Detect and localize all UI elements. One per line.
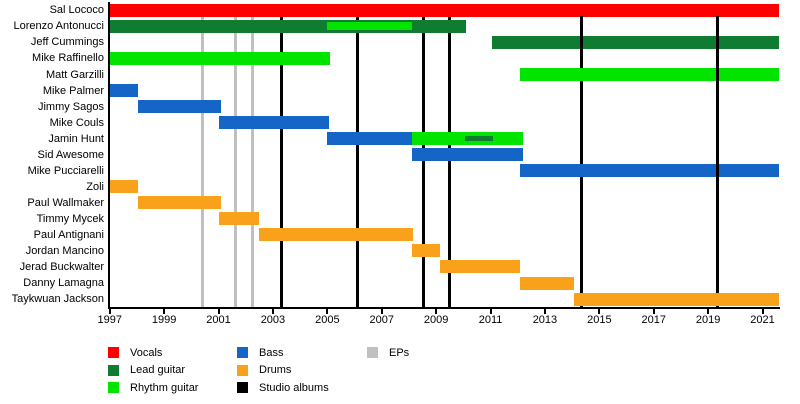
axis-tick (163, 309, 166, 314)
bar-drums (520, 276, 574, 290)
ep-line (251, 16, 255, 307)
axis-tick (543, 309, 546, 314)
ep-line (234, 16, 238, 307)
year-label: 2001 (206, 314, 231, 326)
year-label: 2011 (478, 314, 503, 326)
overlay-bar-lead-guitar (464, 135, 494, 141)
bar-bass (327, 131, 412, 145)
y-axis-line (108, 2, 110, 308)
axis-tick (380, 309, 383, 314)
member-label: Matt Garzilli (45, 68, 104, 81)
axis-tick (217, 309, 220, 314)
bar-bass (520, 164, 779, 178)
legend-swatch-bass (237, 347, 248, 358)
legend-label: Studio albums (259, 381, 329, 394)
year-label: 2003 (260, 314, 286, 326)
year-label: 2005 (315, 314, 340, 326)
legend-label: Drums (259, 364, 292, 377)
member-label: Paul Antignani (33, 229, 104, 242)
legend-swatch-vocals (108, 347, 119, 358)
year-label: 2019 (695, 314, 721, 326)
member-label: Mike Palmer (42, 84, 104, 97)
year-label: 2009 (423, 314, 449, 326)
axis-tick (707, 309, 710, 314)
member-label: Timmy Mycek (36, 213, 104, 226)
member-label: Taykwuan Jackson (11, 293, 104, 306)
album-line (580, 16, 584, 307)
axis-tick (108, 309, 111, 314)
legend-swatch-studio-albums (237, 382, 248, 394)
axis-tick (435, 309, 438, 314)
ep-line (201, 16, 205, 307)
bar-drums (411, 244, 441, 258)
bar-drums (109, 180, 139, 194)
year-label: 2013 (532, 314, 558, 326)
legend-label: EPs (389, 346, 410, 359)
year-label: 2021 (750, 314, 775, 326)
album-line (448, 16, 452, 307)
bar-drums (259, 228, 414, 242)
legend-swatch-drums (237, 364, 248, 376)
year-label: 2015 (587, 314, 612, 326)
axis-tick (761, 309, 764, 314)
overlay-bar-rhythm-guitar (327, 22, 412, 31)
album-line (356, 16, 360, 307)
bar-bass (109, 83, 139, 97)
member-label: Sid Awesome (37, 148, 104, 161)
legend-label: Lead guitar (130, 364, 186, 377)
axis-tick (489, 309, 492, 314)
member-label: Danny Lamagna (23, 277, 104, 290)
x-axis-line (108, 307, 780, 309)
axis-tick (326, 309, 329, 314)
year-label: 2017 (641, 314, 666, 326)
bar-bass (138, 99, 222, 113)
member-label: Jerad Buckwalter (19, 261, 104, 274)
legend-label: Rhythm guitar (130, 381, 199, 394)
bar-rhythm-guitar (109, 51, 331, 65)
axis-tick (271, 309, 274, 314)
member-label: Jeff Cummings (30, 36, 104, 49)
axis-tick (598, 309, 601, 314)
bar-rhythm-guitar (520, 67, 779, 81)
bar-vocals (109, 3, 779, 17)
year-label: 1999 (151, 314, 177, 326)
axis-tick (652, 309, 655, 314)
bar-drums (440, 260, 521, 274)
bar-drums (573, 292, 779, 306)
legend-label: Bass (259, 346, 284, 359)
album-line (716, 16, 720, 307)
album-line (421, 16, 425, 307)
member-label: Mike Raffinello (32, 52, 104, 65)
member-label: Sal Lococo (49, 4, 104, 17)
bar-drums (218, 212, 260, 226)
member-label: Zoli (86, 180, 104, 193)
bar-bass (218, 115, 329, 129)
legend-swatch-lead-guitar (108, 364, 119, 376)
member-label: Mike Pucciarelli (27, 164, 104, 177)
member-label: Jimmy Sagos (37, 100, 104, 113)
member-label: Paul Wallmaker (27, 197, 104, 210)
legend-label: Vocals (130, 346, 163, 359)
album-line (279, 16, 283, 307)
member-label: Jordan Mancino (25, 245, 104, 258)
year-label: 1997 (97, 314, 122, 326)
bar-bass (411, 148, 524, 162)
year-label: 2007 (369, 314, 394, 326)
member-label: Jamin Hunt (48, 132, 104, 145)
legend-swatch-rhythm-guitar (108, 382, 119, 394)
member-label: Mike Couls (49, 116, 104, 129)
bar-lead-guitar (109, 19, 467, 33)
legend-swatch-eps (367, 347, 378, 358)
bar-drums (138, 196, 222, 210)
member-label: Lorenzo Antonucci (13, 20, 104, 33)
bar-lead-guitar (491, 35, 779, 49)
